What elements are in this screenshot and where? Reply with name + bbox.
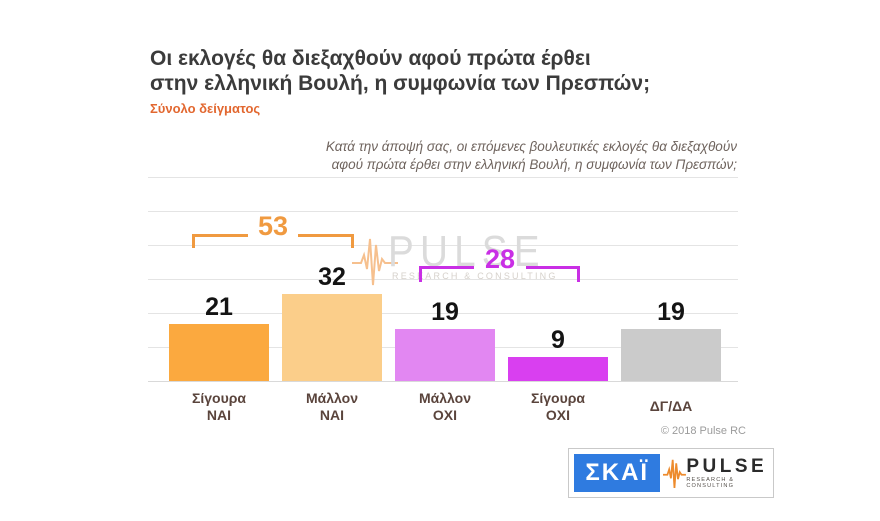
- bar-value-label: 19: [657, 298, 685, 326]
- bracket-28-left-tick: [419, 266, 422, 282]
- bar-value-label: 21: [205, 293, 233, 321]
- gridline: [148, 177, 738, 178]
- x-axis-line: [148, 381, 738, 382]
- ecg-waveform-icon: [663, 459, 687, 489]
- bracket-28-value: 28: [484, 244, 516, 274]
- skai-logo: ΣΚΑΪ: [574, 454, 661, 492]
- survey-question: Κατά την άποψή σας, οι επόμενες βουλευτι…: [197, 138, 737, 174]
- bar-value-label: 32: [318, 263, 346, 291]
- footer-logo-bar: ΣΚΑΪ PULSE RESEARCH & CONSULTING: [568, 448, 774, 498]
- title-line-2: στην ελληνική Βουλή, η συμφωνία των Πρεσ…: [150, 72, 651, 96]
- category-label: Μάλλον ΟΧΙ: [418, 389, 471, 424]
- title-line-1: Οι εκλογές θα διεξαχθούν αφού πρώτα έρθε…: [150, 47, 591, 70]
- category-label: Μάλλον ΝΑΙ: [305, 389, 358, 424]
- bar-3: [395, 329, 495, 381]
- gridline: [148, 211, 738, 212]
- bracket-53-left-tick: [192, 234, 195, 248]
- copyright-note: © 2018 Pulse RC: [660, 425, 746, 437]
- question-line-2: αφού πρώτα έρθει στην ελληνική Βουλή, η …: [331, 156, 737, 172]
- page-title: Οι εκλογές θα διεξαχθούν αφού πρώτα έρθε…: [150, 46, 650, 96]
- gridline: [148, 279, 738, 280]
- pulse-logo: PULSE RESEARCH & CONSULTING: [663, 453, 773, 493]
- bar-1: [169, 324, 269, 381]
- bracket-53-left-line: [195, 234, 248, 237]
- bar-value-label: 19: [431, 298, 459, 326]
- bracket-28-right-tick: [577, 266, 580, 282]
- question-line-1: Κατά την άποψή σας, οι επόμενες βουλευτι…: [325, 139, 737, 154]
- pulse-logo-text: PULSE: [686, 455, 768, 477]
- pulse-logo-tagline: RESEARCH & CONSULTING: [686, 476, 735, 489]
- watermark-tagline: RESEARCH & CONSULTING: [392, 271, 558, 281]
- bar-2: [282, 294, 382, 381]
- bar-value-label: 9: [551, 326, 565, 354]
- bar-5: [621, 329, 721, 381]
- bracket-53-right-tick: [351, 234, 354, 248]
- category-label: ΔΓ/ΔΑ: [649, 398, 693, 415]
- sample-label: Σύνολο δείγματος: [150, 101, 261, 116]
- category-label: Σίγουρα ΟΧΙ: [530, 389, 586, 424]
- bracket-53-right-line: [298, 234, 351, 237]
- gridline: [148, 313, 738, 314]
- bracket-28-left-line: [422, 266, 474, 269]
- category-label: Σίγουρα ΝΑΙ: [191, 389, 247, 424]
- bracket-28-right-line: [526, 266, 577, 269]
- bracket-53-value: 53: [257, 211, 289, 241]
- ecg-waveform-icon: [352, 238, 398, 286]
- gridline: [148, 245, 738, 246]
- bar-4: [508, 357, 608, 381]
